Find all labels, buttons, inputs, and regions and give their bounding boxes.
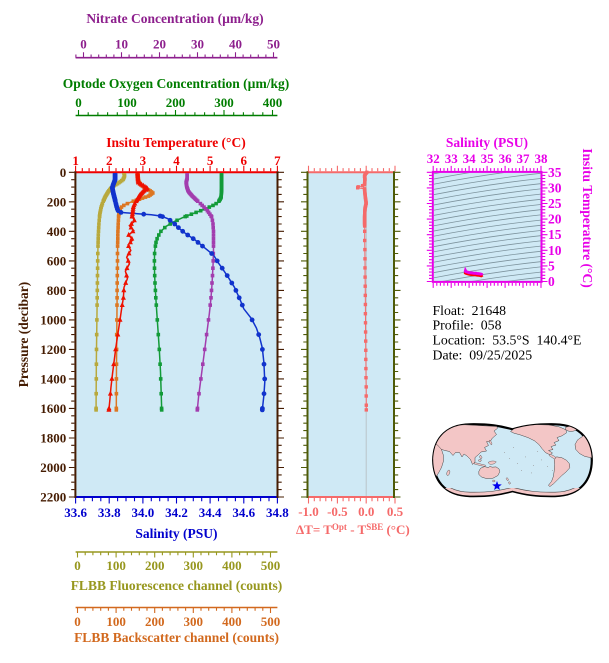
svg-text:-1.0: -1.0 [298, 504, 319, 519]
svg-text:20: 20 [153, 37, 166, 52]
svg-text:32: 32 [427, 151, 440, 166]
svg-text:200: 200 [145, 558, 165, 573]
svg-text:34: 34 [463, 151, 477, 166]
svg-text:34.8: 34.8 [266, 505, 289, 520]
svg-text:0: 0 [80, 37, 87, 52]
svg-text:34.4: 34.4 [199, 505, 222, 520]
svg-text:10: 10 [115, 37, 128, 52]
svg-text:7: 7 [274, 153, 281, 168]
svg-text:6: 6 [241, 153, 248, 168]
svg-text:-0.5: -0.5 [327, 504, 348, 519]
svg-text:40: 40 [229, 37, 242, 52]
svg-text:300: 300 [184, 558, 204, 573]
svg-text:36: 36 [499, 151, 513, 166]
svg-text:Salinity (PSU): Salinity (PSU) [446, 135, 528, 150]
svg-text:35: 35 [481, 151, 495, 166]
svg-text:400: 400 [222, 614, 242, 629]
svg-text:100: 100 [106, 558, 126, 573]
svg-text:0: 0 [75, 95, 82, 110]
svg-text:34.0: 34.0 [132, 505, 155, 520]
svg-text:600: 600 [47, 253, 67, 268]
svg-text:34.6: 34.6 [232, 505, 255, 520]
svg-text:0: 0 [548, 274, 555, 289]
svg-text:Optode Oxygen Concentration (µ: Optode Oxygen Concentration (µm/kg) [63, 76, 289, 91]
svg-text:400: 400 [263, 95, 283, 110]
svg-text:2000: 2000 [40, 460, 66, 475]
svg-text:35: 35 [548, 165, 562, 180]
svg-text:5: 5 [548, 258, 555, 273]
svg-text:25: 25 [548, 196, 562, 211]
svg-text:Profile: 058: Profile: 058 [433, 318, 502, 333]
svg-text:0.0: 0.0 [358, 504, 374, 519]
svg-text:100: 100 [106, 614, 126, 629]
svg-text:FLBB Fluorescence channel (cou: FLBB Fluorescence channel (counts) [71, 578, 283, 593]
svg-text:1200: 1200 [40, 342, 66, 357]
svg-text:800: 800 [47, 283, 67, 298]
svg-text:200: 200 [47, 194, 67, 209]
svg-text:Salinity (PSU): Salinity (PSU) [135, 526, 217, 541]
svg-text:33.8: 33.8 [98, 505, 121, 520]
svg-text:2200: 2200 [40, 490, 66, 505]
svg-text:200: 200 [166, 95, 186, 110]
svg-text:200: 200 [145, 614, 165, 629]
svg-text:33: 33 [445, 151, 459, 166]
svg-text:FLBB Backscatter channel (coun: FLBB Backscatter channel (counts) [74, 630, 279, 645]
svg-text:300: 300 [214, 95, 234, 110]
svg-text:300: 300 [184, 614, 204, 629]
svg-text:2: 2 [106, 153, 113, 168]
svg-text:Insitu Temperature (°C): Insitu Temperature (°C) [580, 148, 595, 287]
svg-text:Location: 53.5°S 140.4°E: Location: 53.5°S 140.4°E [433, 333, 582, 348]
svg-text:1000: 1000 [40, 312, 66, 327]
svg-text:1800: 1800 [40, 431, 66, 446]
svg-text:1: 1 [72, 153, 79, 168]
svg-text:30: 30 [548, 180, 562, 195]
svg-text:Nitrate Concentration (µm/kg): Nitrate Concentration (µm/kg) [86, 11, 263, 26]
svg-text:5: 5 [207, 153, 214, 168]
svg-text:4: 4 [173, 153, 180, 168]
svg-text:400: 400 [47, 224, 67, 239]
svg-text:Pressure (decibar): Pressure (decibar) [16, 282, 31, 388]
svg-text:50: 50 [267, 37, 280, 52]
svg-text:33.6: 33.6 [64, 505, 87, 520]
svg-text:37: 37 [517, 151, 531, 166]
svg-text:1600: 1600 [40, 401, 66, 416]
svg-text:30: 30 [191, 37, 204, 52]
svg-text:400: 400 [222, 558, 242, 573]
svg-text:20: 20 [548, 212, 562, 227]
svg-text:10: 10 [548, 243, 562, 258]
svg-text:15: 15 [548, 227, 562, 242]
svg-text:100: 100 [117, 95, 137, 110]
svg-text:1400: 1400 [40, 371, 66, 386]
svg-text:Date: 09/25/2025: Date: 09/25/2025 [433, 348, 533, 363]
svg-text:34.2: 34.2 [165, 505, 188, 520]
svg-text:500: 500 [261, 558, 281, 573]
svg-text:500: 500 [261, 614, 281, 629]
svg-text:38: 38 [535, 151, 549, 166]
svg-text:0: 0 [60, 165, 67, 180]
svg-text:0: 0 [74, 558, 81, 573]
svg-text:ΔT= TOpt - TSBE (°C): ΔT= TOpt - TSBE (°C) [296, 522, 410, 537]
svg-text:0: 0 [74, 614, 81, 629]
svg-text:Insitu Temperature (°C): Insitu Temperature (°C) [106, 135, 245, 150]
svg-text:3: 3 [140, 153, 147, 168]
svg-text:0.5: 0.5 [387, 504, 404, 519]
svg-text:Float: 21648: Float: 21648 [433, 303, 507, 318]
